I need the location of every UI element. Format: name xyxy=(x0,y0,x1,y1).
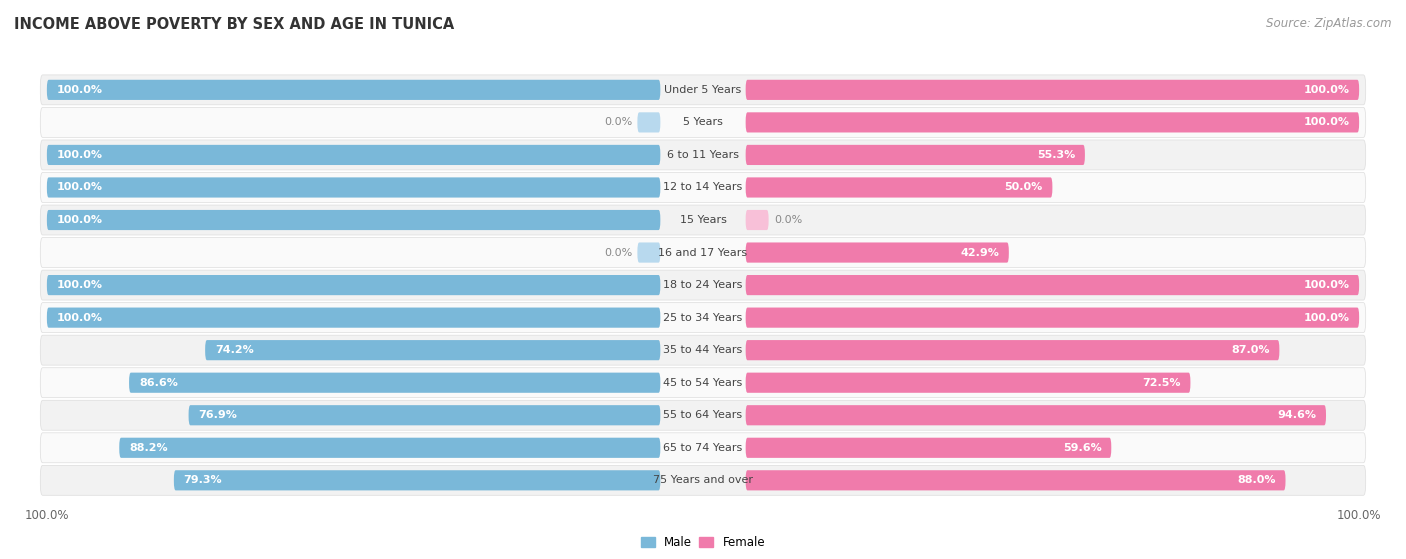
Text: 59.6%: 59.6% xyxy=(1063,443,1101,453)
FancyBboxPatch shape xyxy=(745,470,1285,490)
Text: 100.0%: 100.0% xyxy=(1303,85,1350,95)
Text: 15 Years: 15 Years xyxy=(679,215,727,225)
FancyBboxPatch shape xyxy=(745,340,1279,360)
FancyBboxPatch shape xyxy=(46,145,661,165)
Text: 100.0%: 100.0% xyxy=(1303,312,1350,323)
Text: 100.0%: 100.0% xyxy=(56,215,103,225)
Text: 100.0%: 100.0% xyxy=(1303,117,1350,127)
FancyBboxPatch shape xyxy=(41,205,1365,235)
FancyBboxPatch shape xyxy=(41,238,1365,268)
Text: 100.0%: 100.0% xyxy=(56,150,103,160)
FancyBboxPatch shape xyxy=(205,340,661,360)
Text: 0.0%: 0.0% xyxy=(773,215,801,225)
Text: 100.0%: 100.0% xyxy=(56,85,103,95)
Text: 0.0%: 0.0% xyxy=(605,117,633,127)
FancyBboxPatch shape xyxy=(745,307,1360,328)
FancyBboxPatch shape xyxy=(745,145,1085,165)
FancyBboxPatch shape xyxy=(41,140,1365,170)
Text: 74.2%: 74.2% xyxy=(215,345,253,355)
FancyBboxPatch shape xyxy=(41,400,1365,430)
Text: 6 to 11 Years: 6 to 11 Years xyxy=(666,150,740,160)
Text: 18 to 24 Years: 18 to 24 Years xyxy=(664,280,742,290)
FancyBboxPatch shape xyxy=(41,107,1365,138)
FancyBboxPatch shape xyxy=(46,307,661,328)
Text: 100.0%: 100.0% xyxy=(56,280,103,290)
FancyBboxPatch shape xyxy=(129,373,661,393)
FancyBboxPatch shape xyxy=(174,470,661,490)
FancyBboxPatch shape xyxy=(637,112,661,132)
Text: 79.3%: 79.3% xyxy=(184,475,222,485)
FancyBboxPatch shape xyxy=(745,210,769,230)
Text: 25 to 34 Years: 25 to 34 Years xyxy=(664,312,742,323)
Text: 100.0%: 100.0% xyxy=(56,312,103,323)
FancyBboxPatch shape xyxy=(41,173,1365,202)
FancyBboxPatch shape xyxy=(41,75,1365,105)
FancyBboxPatch shape xyxy=(188,405,661,425)
FancyBboxPatch shape xyxy=(745,405,1326,425)
Text: Under 5 Years: Under 5 Years xyxy=(665,85,741,95)
Text: 100.0%: 100.0% xyxy=(56,182,103,192)
Text: 100.0%: 100.0% xyxy=(1303,280,1350,290)
FancyBboxPatch shape xyxy=(637,243,661,263)
FancyBboxPatch shape xyxy=(745,80,1360,100)
Text: 50.0%: 50.0% xyxy=(1004,182,1043,192)
FancyBboxPatch shape xyxy=(41,433,1365,463)
Text: 88.2%: 88.2% xyxy=(129,443,167,453)
Legend: Male, Female: Male, Female xyxy=(636,532,770,554)
Text: 0.0%: 0.0% xyxy=(605,248,633,258)
FancyBboxPatch shape xyxy=(745,438,1111,458)
Text: 35 to 44 Years: 35 to 44 Years xyxy=(664,345,742,355)
FancyBboxPatch shape xyxy=(46,177,661,197)
FancyBboxPatch shape xyxy=(745,243,1010,263)
Text: 45 to 54 Years: 45 to 54 Years xyxy=(664,378,742,388)
FancyBboxPatch shape xyxy=(745,275,1360,295)
Text: 65 to 74 Years: 65 to 74 Years xyxy=(664,443,742,453)
Text: INCOME ABOVE POVERTY BY SEX AND AGE IN TUNICA: INCOME ABOVE POVERTY BY SEX AND AGE IN T… xyxy=(14,17,454,32)
Text: Source: ZipAtlas.com: Source: ZipAtlas.com xyxy=(1267,17,1392,30)
Text: 76.9%: 76.9% xyxy=(198,410,238,420)
Text: 16 and 17 Years: 16 and 17 Years xyxy=(658,248,748,258)
Text: 55.3%: 55.3% xyxy=(1036,150,1076,160)
FancyBboxPatch shape xyxy=(120,438,661,458)
FancyBboxPatch shape xyxy=(41,302,1365,333)
FancyBboxPatch shape xyxy=(46,210,661,230)
FancyBboxPatch shape xyxy=(41,465,1365,495)
FancyBboxPatch shape xyxy=(46,275,661,295)
FancyBboxPatch shape xyxy=(41,270,1365,300)
Text: 94.6%: 94.6% xyxy=(1277,410,1316,420)
Text: 55 to 64 Years: 55 to 64 Years xyxy=(664,410,742,420)
FancyBboxPatch shape xyxy=(745,177,1052,197)
Text: 5 Years: 5 Years xyxy=(683,117,723,127)
Text: 12 to 14 Years: 12 to 14 Years xyxy=(664,182,742,192)
Text: 86.6%: 86.6% xyxy=(139,378,177,388)
FancyBboxPatch shape xyxy=(745,112,1360,132)
Text: 88.0%: 88.0% xyxy=(1237,475,1275,485)
FancyBboxPatch shape xyxy=(41,335,1365,365)
Text: 75 Years and over: 75 Years and over xyxy=(652,475,754,485)
Text: 87.0%: 87.0% xyxy=(1232,345,1270,355)
FancyBboxPatch shape xyxy=(41,368,1365,397)
Text: 42.9%: 42.9% xyxy=(960,248,1000,258)
FancyBboxPatch shape xyxy=(46,80,661,100)
Text: 72.5%: 72.5% xyxy=(1142,378,1181,388)
FancyBboxPatch shape xyxy=(745,373,1191,393)
